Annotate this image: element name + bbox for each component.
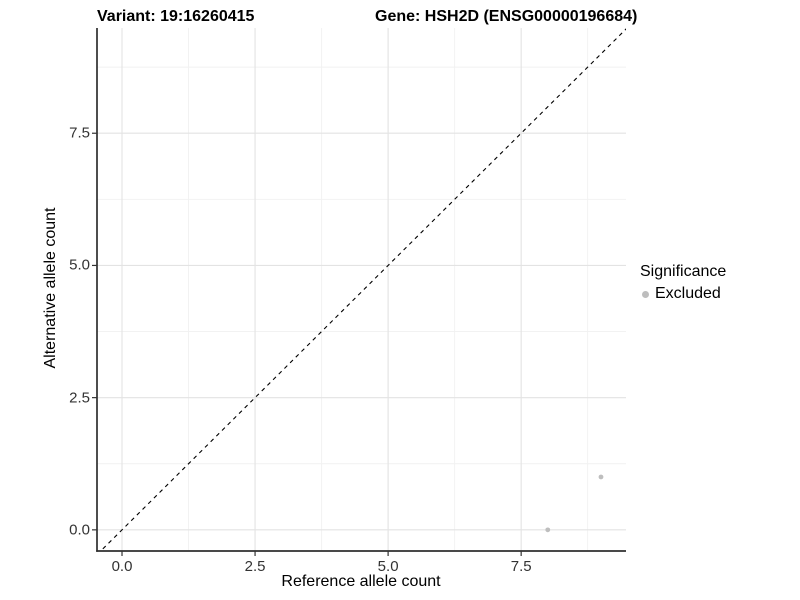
y-axis-title: Alternative allele count	[42, 207, 59, 369]
legend-item-excluded: Excluded	[640, 285, 726, 303]
y-tick-label: 5.0	[69, 256, 90, 274]
y-tick-label: 7.5	[69, 124, 90, 142]
plot-title-variant: Variant: 19:16260415	[97, 8, 255, 25]
x-axis-title: Reference allele count	[281, 573, 441, 590]
y-tick-label: 0.0	[69, 521, 90, 539]
identity-dashed-line	[99, 28, 626, 551]
data-point	[598, 474, 604, 480]
x-tick-label: 7.5	[510, 558, 532, 575]
x-tick-label: 0.0	[111, 558, 133, 575]
legend-item-label: Excluded	[655, 285, 721, 302]
legend-title: Significance	[640, 263, 727, 280]
plot-title-gene: Gene: HSH2D (ENSG00000196684)	[375, 8, 638, 25]
x-tick-label: 2.5	[244, 558, 266, 575]
x-tick-label: 5.0	[377, 558, 399, 575]
legend: Significance Excluded	[640, 263, 726, 303]
legend-key-dot-icon	[642, 290, 649, 298]
y-tick-label: 2.5	[69, 389, 90, 407]
data-point	[545, 527, 551, 533]
